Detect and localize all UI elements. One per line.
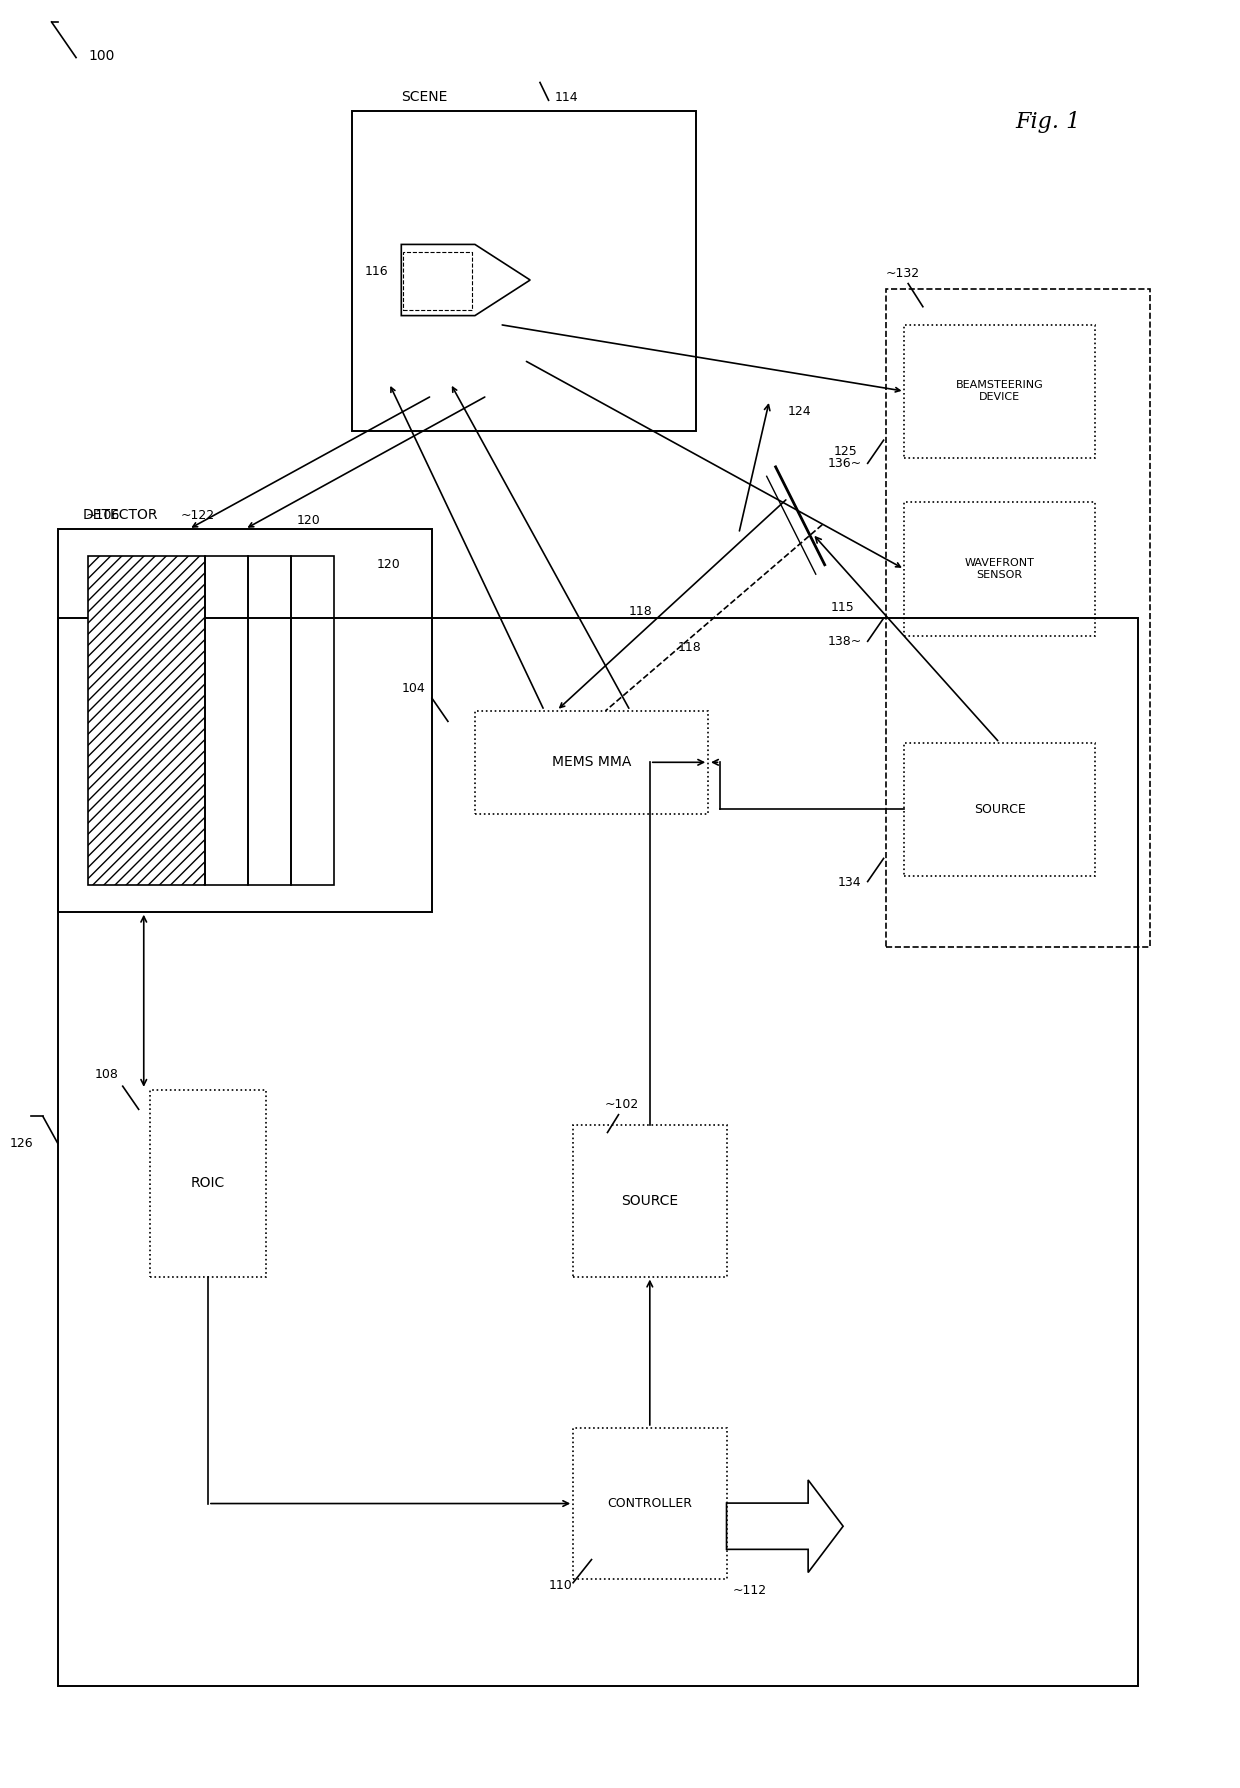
Bar xyxy=(904,742,1095,876)
Text: 126: 126 xyxy=(10,1137,33,1150)
Text: 120: 120 xyxy=(377,558,401,570)
Bar xyxy=(887,290,1149,948)
Text: SOURCE: SOURCE xyxy=(621,1194,678,1209)
Text: 104: 104 xyxy=(402,681,425,696)
Text: ~112: ~112 xyxy=(733,1584,766,1597)
Text: BEAMSTEERING
DEVICE: BEAMSTEERING DEVICE xyxy=(956,381,1044,402)
Bar xyxy=(205,556,248,885)
Bar xyxy=(88,556,205,885)
Text: ~102: ~102 xyxy=(605,1098,640,1110)
Text: SOURCE: SOURCE xyxy=(973,803,1025,815)
Bar xyxy=(291,556,334,885)
Text: SCENE: SCENE xyxy=(402,89,448,104)
Bar xyxy=(58,619,1137,1686)
Bar xyxy=(904,324,1095,458)
Text: 116: 116 xyxy=(365,265,388,277)
Text: ~106: ~106 xyxy=(86,510,120,522)
Text: 125: 125 xyxy=(833,445,857,458)
Text: 120: 120 xyxy=(296,513,321,527)
Text: MEMS MMA: MEMS MMA xyxy=(552,755,631,769)
Text: 134: 134 xyxy=(838,876,862,889)
Text: 115: 115 xyxy=(831,601,854,613)
Text: CONTROLLER: CONTROLLER xyxy=(608,1497,692,1511)
Text: 114: 114 xyxy=(554,91,578,104)
Text: ~122: ~122 xyxy=(180,510,215,522)
Text: 138~: 138~ xyxy=(827,635,862,649)
Bar xyxy=(573,1125,727,1277)
Bar xyxy=(403,252,472,311)
Text: ~132: ~132 xyxy=(887,266,920,281)
Text: DETECTOR: DETECTOR xyxy=(82,508,157,522)
Bar xyxy=(352,111,696,431)
Bar xyxy=(248,556,291,885)
Text: 100: 100 xyxy=(88,48,115,63)
Text: 136~: 136~ xyxy=(827,458,862,470)
Text: 124: 124 xyxy=(787,404,811,418)
Text: 118: 118 xyxy=(677,640,701,654)
Text: WAVEFRONT
SENSOR: WAVEFRONT SENSOR xyxy=(965,558,1034,579)
Bar xyxy=(150,1089,267,1277)
Bar xyxy=(573,1429,727,1579)
Text: ROIC: ROIC xyxy=(191,1177,226,1191)
Bar xyxy=(58,529,432,912)
Bar xyxy=(475,710,708,814)
Text: 118: 118 xyxy=(629,604,652,619)
Text: 108: 108 xyxy=(95,1067,119,1082)
Text: 110: 110 xyxy=(548,1579,573,1591)
Bar xyxy=(904,502,1095,637)
Text: Fig. 1: Fig. 1 xyxy=(1014,111,1080,132)
